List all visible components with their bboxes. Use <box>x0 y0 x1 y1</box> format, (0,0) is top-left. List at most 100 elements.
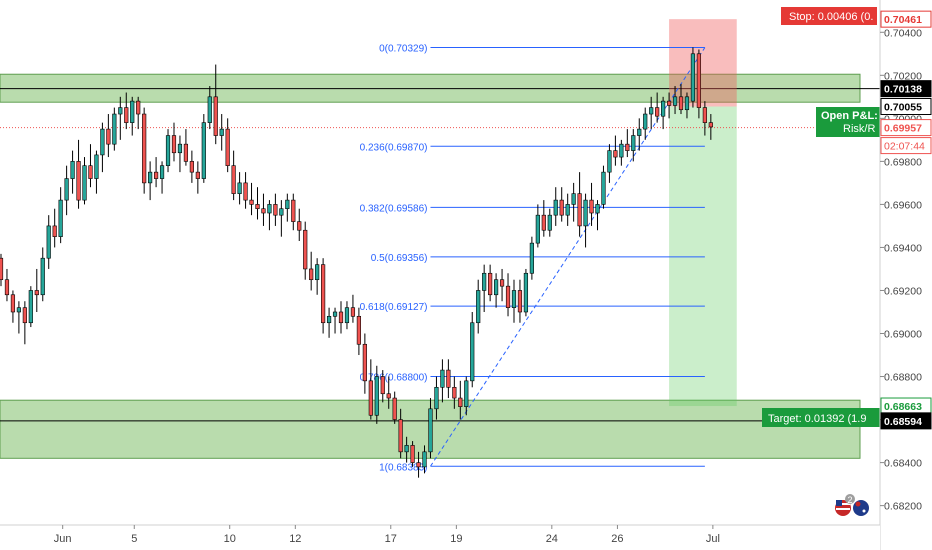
candle-body <box>666 100 672 106</box>
candle-body <box>607 150 612 173</box>
candle <box>583 193 588 248</box>
candle-body <box>291 199 296 222</box>
candle-body <box>4 279 10 296</box>
candle <box>16 301 21 334</box>
price-tick-label: 0.70200 <box>884 70 922 82</box>
candle <box>601 165 606 209</box>
candle-body <box>553 199 558 216</box>
candle <box>404 436 409 463</box>
us-flag-icon <box>835 500 851 516</box>
candle <box>321 258 326 334</box>
price-tick-label: 0.68200 <box>884 501 922 513</box>
candle <box>553 187 558 226</box>
candle-body <box>559 199 564 216</box>
candle-body <box>273 204 278 216</box>
candle-body <box>362 343 367 382</box>
fib-level-label: 0.618(0.69127) <box>360 302 428 313</box>
candle <box>470 311 475 388</box>
candle-body <box>183 143 189 162</box>
candle-body <box>505 285 511 308</box>
candle-body <box>470 322 475 382</box>
target-label-box <box>762 408 880 427</box>
fib-level-label: 1(0.68383) <box>379 462 427 473</box>
candle-body <box>631 135 636 151</box>
candle <box>112 107 117 151</box>
candle-body <box>422 451 427 468</box>
candle-body <box>303 229 308 270</box>
candle <box>88 144 93 188</box>
candle-body <box>219 128 224 136</box>
candle-body <box>136 100 141 115</box>
time-tick-label: Jul <box>706 533 720 545</box>
candle <box>130 96 135 136</box>
candle-body <box>571 193 576 205</box>
candle-body <box>40 257 45 296</box>
candle <box>118 96 123 140</box>
candle <box>195 161 200 194</box>
candle-body <box>332 311 338 317</box>
us-flag-icon-stripe <box>836 503 850 505</box>
candle-body <box>297 221 302 231</box>
candle-body <box>678 96 684 111</box>
candle <box>452 376 457 409</box>
candle <box>607 144 612 183</box>
price-label-box <box>880 412 932 430</box>
candle <box>655 92 660 123</box>
candle <box>332 307 338 334</box>
price-label: 0.68663 <box>884 401 922 413</box>
candle <box>249 182 254 216</box>
candle <box>684 92 690 119</box>
candle-body <box>446 369 451 388</box>
candle <box>464 376 469 416</box>
price-tick-label: 0.69000 <box>884 329 922 341</box>
candle-body <box>112 113 117 145</box>
candle <box>76 139 81 209</box>
candle-body <box>428 408 433 453</box>
candle-body <box>523 272 529 313</box>
candle-body <box>672 96 678 106</box>
time-tick-label: 26 <box>611 533 623 545</box>
candle-body <box>338 311 344 324</box>
candle <box>10 290 16 323</box>
candle-body <box>482 272 487 291</box>
candle <box>70 150 75 194</box>
candle-body <box>326 315 332 324</box>
candle <box>207 86 212 130</box>
candle-body <box>565 204 570 216</box>
candle <box>159 161 165 194</box>
candle <box>649 96 654 130</box>
stop-label: Stop: 0.00406 (0. <box>789 11 873 23</box>
candle <box>708 114 713 140</box>
candle <box>446 359 451 399</box>
candle-body <box>267 204 272 214</box>
candle <box>643 107 648 140</box>
candle-body <box>106 128 111 145</box>
candle <box>517 279 523 323</box>
candle <box>386 376 391 409</box>
candle-body <box>225 128 230 166</box>
candle-body <box>577 193 582 227</box>
candle-body <box>82 165 87 201</box>
au-flag-icon-union <box>855 501 861 507</box>
candle <box>529 236 534 280</box>
candle <box>362 333 367 394</box>
candle-body <box>410 445 415 463</box>
event-count-label: 2 <box>847 495 852 505</box>
candle-body <box>661 100 666 117</box>
candle <box>237 172 242 205</box>
plot-area: 0(0.70329) 0.236(0.69870) 0.382(0.69586) 0.… <box>0 19 880 478</box>
candle-body <box>458 397 463 407</box>
candle <box>46 215 51 269</box>
candle-body <box>386 393 391 399</box>
candle-body <box>535 214 540 244</box>
price-tick-label: 0.69200 <box>884 285 922 297</box>
candle <box>410 441 415 467</box>
candle <box>416 451 421 478</box>
candle-body <box>153 171 159 179</box>
candle-body <box>52 225 57 237</box>
candle <box>422 445 427 474</box>
candle <box>577 172 582 237</box>
candle-body <box>613 150 618 158</box>
candle-body <box>46 225 51 259</box>
